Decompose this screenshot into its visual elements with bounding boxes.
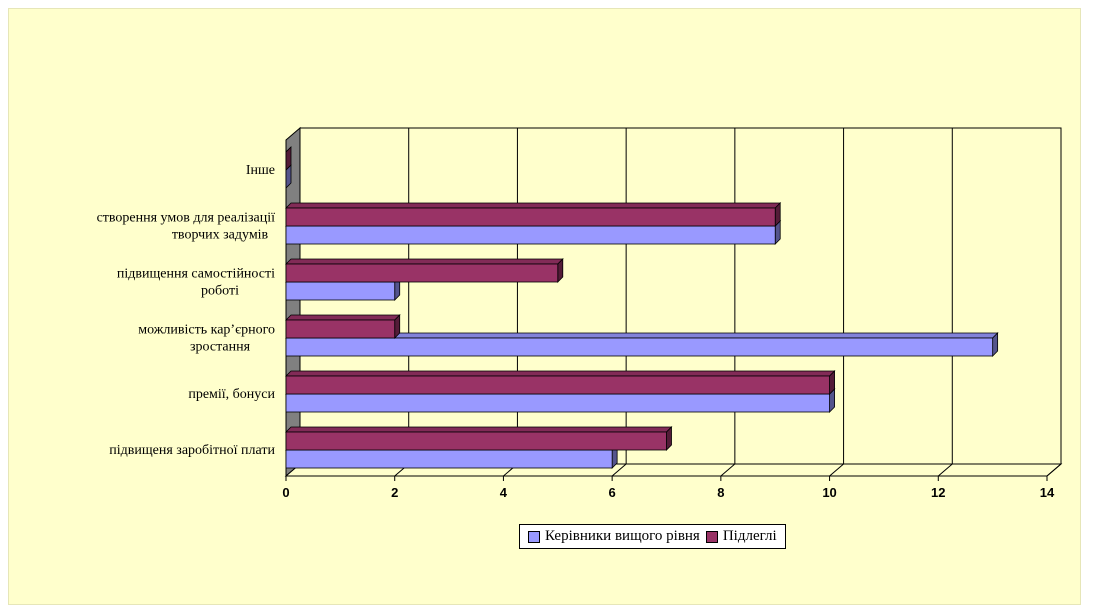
x-tick-label: 2 [391, 485, 398, 500]
category-label-line: підвищення самостійності [117, 267, 275, 282]
category-label: можливість кар’єрного зростання [138, 323, 275, 355]
bar [285, 207, 776, 227]
legend-entry-series-1: Керівники вищого рівня [528, 528, 700, 545]
x-tick-label: 10 [822, 485, 836, 500]
category-label-line: Інше [246, 163, 275, 178]
floor-gridline [937, 463, 953, 477]
category-label-line: премії, бонуси [188, 387, 275, 402]
x-tick-label: 6 [609, 485, 616, 500]
floor-gridline [829, 463, 844, 477]
legend-label-series-2: Підлеглі [722, 528, 777, 544]
bar [285, 281, 396, 301]
category-label-line: роботі [201, 284, 239, 299]
floor-gridline [1046, 463, 1062, 477]
legend: Керівники вищого рівня Підлеглі [519, 524, 786, 549]
legend-swatch-series-1 [528, 530, 540, 543]
category-label: підвищення самостійності роботі [117, 267, 275, 299]
x-tick-label: 4 [500, 485, 508, 500]
x-tick-label: 8 [717, 485, 724, 500]
bar [285, 225, 776, 245]
category-label: Інше [246, 163, 275, 178]
bar [285, 337, 994, 357]
x-tick-label: 14 [1040, 485, 1055, 500]
bar-top [285, 314, 401, 321]
x-tick-label: 0 [282, 485, 289, 500]
category-label-line: підвищеня заробітної плати [109, 443, 275, 458]
bar-end [285, 146, 292, 171]
category-label: премії, бонуси [188, 387, 275, 402]
legend-label-series-1: Керівники вищого рівня [545, 528, 700, 544]
category-label-line: створення умов для реалізації [97, 211, 276, 226]
category-label-line: творчих задумів [172, 228, 269, 243]
category-label: підвищеня заробітної плати [109, 443, 275, 458]
category-label-line: зростання [190, 340, 251, 355]
x-tick-label: 12 [931, 485, 945, 500]
bar [285, 431, 667, 451]
category-label: створення умов для реалізації творчих зад… [97, 211, 276, 243]
legend-swatch-series-2 [705, 530, 718, 543]
bar-top [285, 258, 564, 265]
bar [285, 319, 396, 339]
bar-top [285, 426, 673, 433]
bar-top [285, 370, 836, 377]
bar-top [285, 202, 782, 209]
bar [285, 449, 613, 469]
floor-gridline [611, 463, 627, 477]
floor-gridline [720, 463, 736, 477]
legend-entry-series-2: Підлеглі [705, 528, 777, 545]
bar [285, 393, 830, 413]
back-wall [299, 127, 1062, 465]
bar [285, 263, 559, 283]
category-label-line: можливість кар’єрного [138, 323, 275, 338]
bar [285, 375, 830, 395]
